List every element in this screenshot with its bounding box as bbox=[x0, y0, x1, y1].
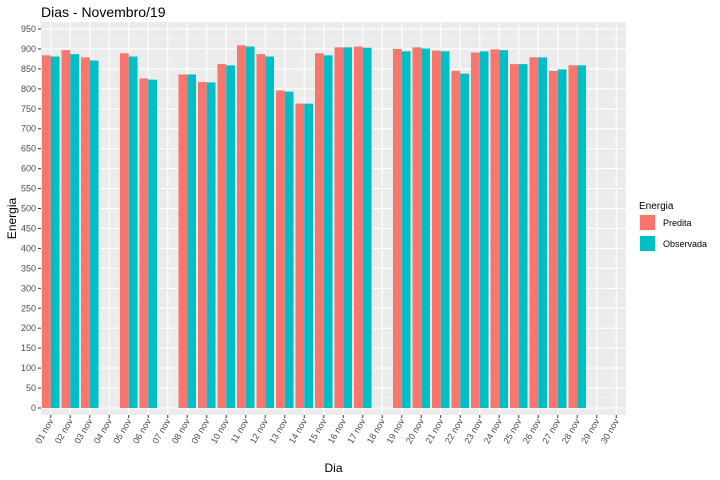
y-tick-label: 50 bbox=[26, 383, 36, 393]
bar-predita-3 bbox=[80, 57, 90, 409]
bar-observada-11 bbox=[245, 46, 255, 409]
x-tick-label: 10 nov bbox=[209, 417, 231, 446]
bar-observada-10 bbox=[226, 65, 236, 409]
y-tick-label: 300 bbox=[21, 283, 36, 293]
legend-swatch-observada bbox=[640, 236, 655, 251]
bar-predita-19 bbox=[392, 48, 402, 409]
bar-predita-24 bbox=[490, 49, 500, 409]
y-tick-label: 550 bbox=[21, 184, 36, 194]
bar-observada-12 bbox=[265, 56, 275, 408]
y-tick-label: 150 bbox=[21, 343, 36, 353]
bar-observada-2 bbox=[70, 54, 80, 408]
bar-predita-1 bbox=[41, 55, 51, 408]
y-tick-label: 950 bbox=[21, 24, 36, 34]
bar-predita-2 bbox=[61, 50, 71, 408]
bar-observada-5 bbox=[128, 56, 138, 408]
bar-predita-16 bbox=[334, 47, 344, 409]
y-tick-label: 200 bbox=[21, 323, 36, 333]
bar-predita-10 bbox=[217, 64, 227, 409]
bar-observada-17 bbox=[362, 47, 372, 409]
bar-observada-22 bbox=[460, 73, 470, 409]
bar-predita-8 bbox=[178, 74, 188, 408]
y-axis-title: Energia bbox=[5, 198, 19, 240]
y-tick-label: 400 bbox=[21, 243, 36, 253]
bar-observada-1 bbox=[50, 56, 60, 408]
bar-observada-15 bbox=[323, 55, 333, 408]
legend: Energia Predita Observada bbox=[639, 201, 707, 252]
bar-predita-9 bbox=[197, 82, 207, 408]
bar-observada-13 bbox=[284, 91, 294, 408]
bar-predita-23 bbox=[470, 52, 480, 408]
bar-observada-6 bbox=[148, 79, 158, 408]
y-axis: 0 50 100 150 200 250 300 350 400 450 500 550 600 650 7… bbox=[21, 24, 41, 413]
bar-observada-8 bbox=[187, 74, 197, 408]
bar-observada-16 bbox=[343, 47, 353, 409]
bar-predita-14 bbox=[295, 103, 305, 409]
bar-observada-3 bbox=[89, 60, 99, 408]
bar-observada-27 bbox=[557, 69, 567, 408]
legend-title: Energia bbox=[639, 201, 674, 212]
bars bbox=[41, 45, 587, 409]
bar-predita-17 bbox=[353, 46, 363, 409]
y-tick-label: 900 bbox=[21, 44, 36, 54]
y-tick-label: 450 bbox=[21, 223, 36, 233]
bar-observada-14 bbox=[304, 103, 314, 409]
bar-observada-19 bbox=[401, 51, 411, 408]
legend-swatch-predita bbox=[640, 215, 655, 230]
legend-label-predita: Predita bbox=[663, 218, 692, 228]
bar-predita-5 bbox=[119, 53, 129, 409]
y-tick-label: 750 bbox=[21, 104, 36, 114]
bar-observada-28 bbox=[577, 65, 587, 409]
bar-predita-6 bbox=[139, 78, 149, 408]
bar-observada-20 bbox=[421, 48, 431, 408]
y-tick-label: 0 bbox=[31, 403, 36, 413]
bar-observada-21 bbox=[440, 51, 450, 408]
chart-title: Dias - Novembro/19 bbox=[41, 4, 166, 20]
bar-predita-26 bbox=[529, 57, 539, 409]
y-tick-label: 850 bbox=[21, 64, 36, 74]
bar-predita-12 bbox=[256, 54, 266, 408]
bar-observada-25 bbox=[518, 64, 528, 409]
bar-predita-28 bbox=[568, 65, 578, 409]
y-tick-label: 650 bbox=[21, 144, 36, 154]
bar-predita-27 bbox=[548, 70, 558, 409]
bar-predita-20 bbox=[412, 47, 422, 409]
bar-observada-9 bbox=[206, 82, 216, 408]
bar-observada-23 bbox=[479, 51, 489, 408]
bar-predita-25 bbox=[509, 64, 519, 409]
bar-observada-26 bbox=[538, 57, 548, 409]
bar-observada-24 bbox=[499, 50, 509, 408]
x-axis-title: Dia bbox=[324, 461, 342, 475]
y-tick-label: 100 bbox=[21, 363, 36, 373]
bar-predita-11 bbox=[236, 45, 246, 408]
legend-label-observada: Observada bbox=[663, 239, 707, 249]
y-tick-label: 800 bbox=[21, 84, 36, 94]
bar-predita-13 bbox=[275, 90, 285, 408]
y-tick-label: 700 bbox=[21, 124, 36, 134]
bar-predita-21 bbox=[431, 50, 441, 409]
y-tick-label: 500 bbox=[21, 204, 36, 214]
bar-predita-22 bbox=[451, 70, 461, 409]
y-tick-label: 250 bbox=[21, 303, 36, 313]
y-tick-label: 600 bbox=[21, 164, 36, 174]
x-tick-label: 30 nov bbox=[599, 417, 621, 446]
bar-predita-15 bbox=[314, 53, 324, 409]
y-tick-label: 350 bbox=[21, 263, 36, 273]
